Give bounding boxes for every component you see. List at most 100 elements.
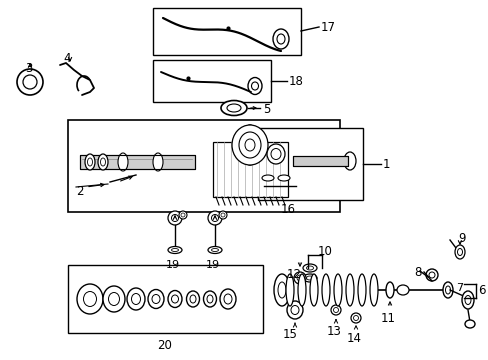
Ellipse shape: [171, 248, 178, 252]
Ellipse shape: [77, 284, 103, 314]
Ellipse shape: [260, 134, 265, 139]
Ellipse shape: [131, 293, 140, 305]
Ellipse shape: [278, 282, 285, 298]
Bar: [258, 128, 362, 200]
Text: 19: 19: [205, 260, 220, 270]
Ellipse shape: [297, 274, 305, 306]
Ellipse shape: [23, 75, 37, 89]
Text: 15: 15: [282, 328, 297, 341]
Ellipse shape: [273, 274, 289, 306]
Ellipse shape: [276, 34, 285, 44]
Ellipse shape: [309, 274, 317, 306]
Ellipse shape: [207, 247, 222, 253]
Text: 5: 5: [263, 103, 270, 116]
Bar: [213, 142, 287, 197]
Ellipse shape: [290, 306, 298, 315]
Ellipse shape: [211, 248, 218, 252]
Ellipse shape: [303, 274, 316, 282]
Text: 14: 14: [346, 332, 361, 345]
Ellipse shape: [221, 213, 224, 217]
Ellipse shape: [461, 291, 473, 309]
Ellipse shape: [425, 269, 437, 281]
Ellipse shape: [350, 313, 360, 323]
Ellipse shape: [266, 144, 285, 164]
Ellipse shape: [221, 100, 246, 116]
Ellipse shape: [101, 158, 105, 166]
Bar: [68, 265, 263, 333]
Ellipse shape: [262, 175, 273, 181]
Ellipse shape: [293, 272, 305, 284]
Text: 19: 19: [165, 260, 180, 270]
Ellipse shape: [286, 301, 303, 319]
Ellipse shape: [385, 282, 393, 298]
Ellipse shape: [148, 289, 163, 309]
Ellipse shape: [153, 153, 163, 171]
Ellipse shape: [296, 275, 303, 281]
Ellipse shape: [83, 292, 96, 306]
Ellipse shape: [85, 154, 95, 170]
Ellipse shape: [179, 211, 186, 219]
Ellipse shape: [181, 213, 184, 217]
Ellipse shape: [346, 274, 353, 306]
Ellipse shape: [457, 248, 462, 256]
Ellipse shape: [171, 295, 178, 303]
Ellipse shape: [464, 296, 470, 305]
Bar: [292, 156, 347, 166]
Ellipse shape: [285, 274, 293, 306]
Ellipse shape: [17, 69, 43, 95]
Ellipse shape: [333, 307, 338, 312]
Text: 7: 7: [455, 283, 462, 293]
Ellipse shape: [244, 139, 254, 151]
Bar: [153, 8, 301, 55]
Ellipse shape: [220, 289, 236, 309]
Ellipse shape: [108, 292, 119, 306]
Ellipse shape: [369, 274, 377, 306]
Ellipse shape: [330, 305, 340, 315]
Ellipse shape: [98, 154, 108, 170]
Ellipse shape: [168, 211, 182, 225]
Bar: [153, 60, 270, 102]
Ellipse shape: [306, 276, 313, 280]
Bar: [80, 155, 195, 169]
Ellipse shape: [207, 211, 222, 225]
Ellipse shape: [464, 320, 474, 328]
Bar: [292, 156, 347, 166]
Ellipse shape: [203, 291, 216, 307]
Text: 2: 2: [76, 185, 83, 198]
Ellipse shape: [103, 286, 125, 312]
Ellipse shape: [321, 274, 329, 306]
Text: 8: 8: [413, 266, 421, 279]
Text: 9: 9: [457, 232, 465, 245]
Text: 18: 18: [288, 75, 303, 88]
Text: 3: 3: [25, 62, 32, 75]
Ellipse shape: [303, 264, 316, 272]
Ellipse shape: [226, 104, 241, 112]
Ellipse shape: [260, 152, 265, 157]
Ellipse shape: [190, 295, 196, 303]
Ellipse shape: [247, 125, 252, 130]
Bar: [80, 155, 195, 169]
Ellipse shape: [454, 245, 464, 259]
Ellipse shape: [168, 291, 182, 307]
Ellipse shape: [118, 153, 128, 171]
Text: 12: 12: [286, 268, 302, 281]
Ellipse shape: [224, 294, 231, 304]
Ellipse shape: [247, 77, 262, 94]
Text: 1: 1: [382, 158, 390, 171]
Ellipse shape: [206, 295, 213, 303]
Ellipse shape: [234, 134, 239, 139]
Ellipse shape: [428, 272, 434, 278]
Text: 13: 13: [326, 325, 341, 338]
Ellipse shape: [445, 286, 449, 294]
Ellipse shape: [396, 285, 408, 295]
Ellipse shape: [343, 152, 355, 170]
Ellipse shape: [152, 294, 160, 303]
Text: 17: 17: [320, 21, 335, 34]
Ellipse shape: [278, 175, 289, 181]
Ellipse shape: [306, 266, 313, 270]
Text: 20: 20: [157, 339, 172, 352]
Ellipse shape: [234, 152, 239, 157]
Ellipse shape: [171, 215, 178, 221]
Ellipse shape: [168, 247, 182, 253]
Ellipse shape: [270, 148, 281, 159]
